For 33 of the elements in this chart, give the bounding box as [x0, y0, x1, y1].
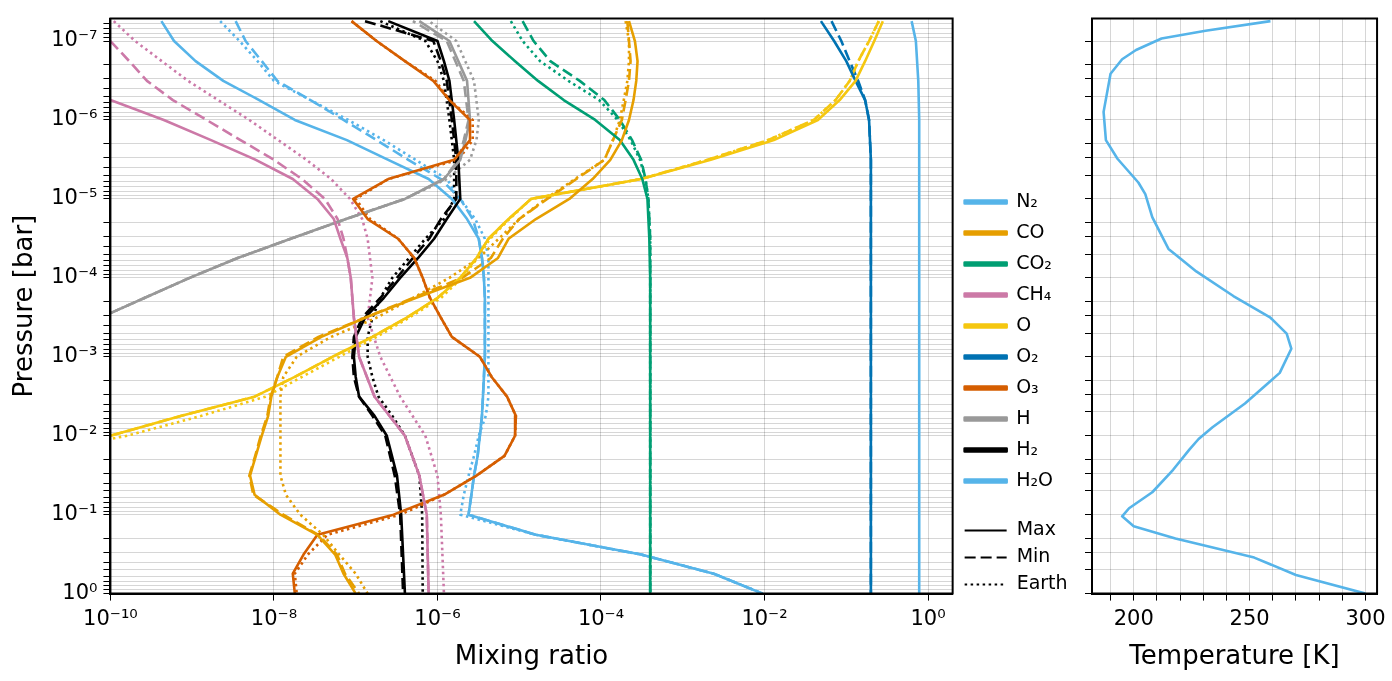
- legend-label: CO₂: [1016, 250, 1052, 273]
- y-tick-label: 10⁻⁶: [51, 106, 98, 131]
- text: Min: [1016, 544, 1051, 567]
- text: Earth: [1016, 571, 1068, 594]
- x-tick-label: 10⁻⁶: [414, 605, 461, 630]
- text: Max: [1016, 517, 1056, 540]
- y-tick-label: 10⁻⁵: [51, 185, 98, 210]
- y-tick-label: 10⁻¹: [51, 501, 98, 526]
- y-tick-label: 10⁻³: [51, 343, 98, 368]
- legend-label: CH₄: [1016, 281, 1052, 304]
- y-tick-label: 10⁻⁷: [51, 27, 98, 52]
- x-tick-label: 300: [1345, 605, 1386, 630]
- x-axis-title: Temperature [K]: [1128, 640, 1340, 671]
- x-tick-label: 200: [1113, 605, 1154, 630]
- x-tick-label: 10⁰: [910, 605, 946, 630]
- x-tick-label: 10⁻⁸: [250, 605, 298, 630]
- y-tick-label: 10⁰: [62, 580, 98, 605]
- x-tick-label: 10⁻⁴: [577, 605, 625, 630]
- y-tick-label: 10⁻²: [51, 422, 98, 447]
- legend-label: CO: [1016, 219, 1045, 242]
- legend-label: O₃: [1016, 374, 1039, 397]
- y-axis-title: Pressure [bar]: [8, 214, 39, 398]
- y-tick-label: 10⁻⁴: [51, 264, 98, 289]
- legend-label: O: [1016, 312, 1032, 335]
- x-tick-label: 10⁻¹⁰: [83, 605, 138, 630]
- legend-label: H₂: [1016, 436, 1039, 459]
- x-tick-label: 250: [1229, 605, 1270, 630]
- x-tick-label: 10⁻²: [741, 605, 788, 630]
- legend-label: H₂O: [1016, 467, 1053, 490]
- legend-label: N₂: [1016, 188, 1038, 211]
- x-axis-title: Mixing ratio: [454, 640, 609, 671]
- legend-label: H: [1016, 405, 1031, 428]
- legend-label: O₂: [1016, 343, 1039, 366]
